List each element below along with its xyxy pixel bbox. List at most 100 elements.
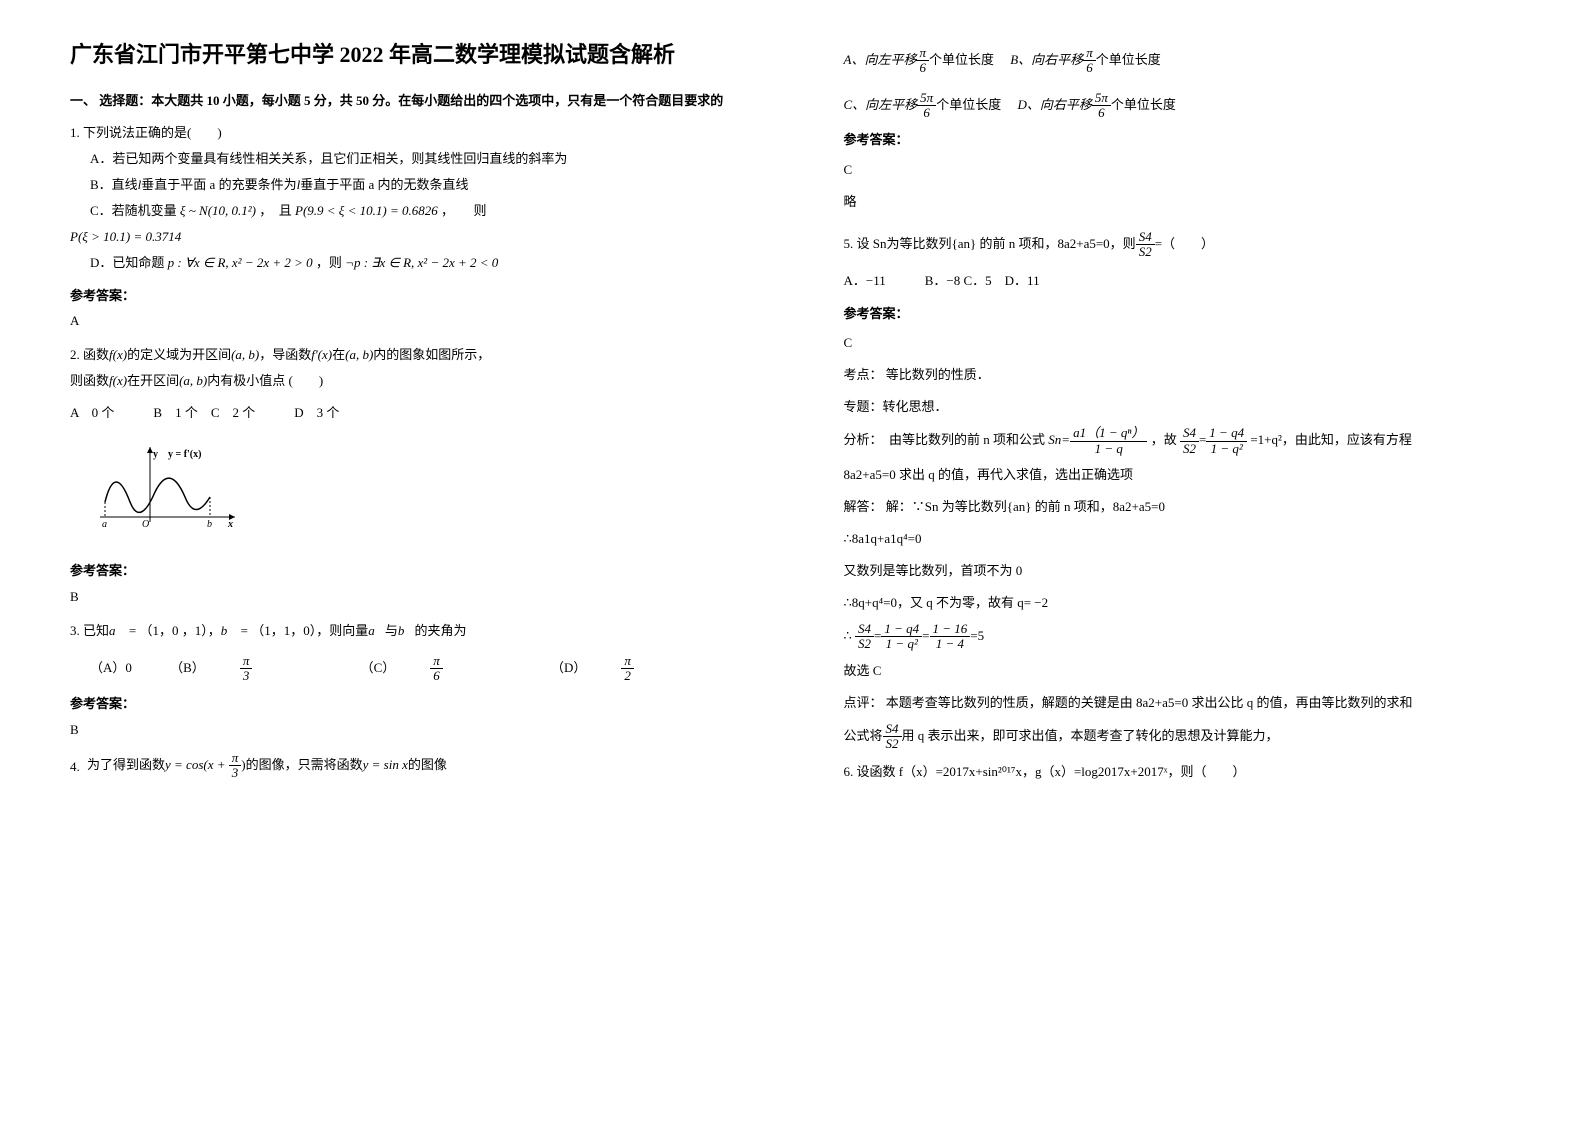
q3-b-den: 3: [240, 669, 253, 683]
q5-rd: S2: [1180, 442, 1199, 456]
q3-c-den: 6: [430, 669, 443, 683]
left-column: 广东省江门市开平第七中学 2022 年高二数学理模拟试题含解析 一、 选择题：本…: [40, 20, 774, 1102]
q2-stem-line1: 2. 函数f(x)的定义域为开区间(a, b)，导函数f'(x)在(a, b)内…: [70, 342, 744, 368]
q3-opt-c: （C）π6: [361, 660, 513, 675]
q5-at2: 转化思想．: [883, 399, 948, 414]
q5-se2n: 1 − 16: [930, 622, 971, 637]
q5-st5-post: =5: [970, 628, 984, 643]
q4-answer-label: 参考答案：: [844, 130, 1518, 151]
q2-mid2: ，导函数: [259, 347, 311, 362]
q5-fn: S4: [1136, 230, 1155, 245]
q3-vec-a: a⃗: [109, 623, 126, 638]
q3-eq1: = （1，0 ，1），: [126, 623, 221, 638]
q1-optd-expr1: p : ∀x ∈ R, x² − 2x + 2 > 0: [168, 255, 313, 270]
q2-l2-ab: (a, b): [179, 373, 207, 388]
q5-ren: 1 − q4: [1206, 426, 1247, 441]
q1-optd-mid: ，则: [316, 255, 342, 270]
q2-l2-f: f(x): [109, 373, 127, 388]
q1-optb-pre: B．直线: [90, 177, 138, 192]
q1-optc-expr2: P(9.9 < ξ < 10.1) = 0.6826: [295, 203, 438, 218]
q4-options-row2: C、向左平移5π6个单位长度 D、向右平移5π6个单位长度: [844, 91, 1518, 121]
q5-sl: 解答：: [844, 499, 883, 514]
q5-options: A．−11 B．−8 C．5 D．11: [844, 268, 1518, 294]
q4-b-num: π: [1083, 46, 1096, 61]
q5-ct2-post: 用 q 表示出来，即可求出值，本题考查了转化的思想及计算能力，: [902, 727, 1279, 742]
q5-sn-num: a1（1 − qⁿ）: [1070, 426, 1147, 441]
q3-opt-d: （D）π2: [551, 660, 704, 675]
q2-l2-post: 内有极小值点 ( ): [207, 373, 323, 388]
q1-opt-a: A．若已知两个变量具有线性相关关系，且它们正相关，则其线性回归直线的斜率为: [90, 146, 744, 172]
q3-mid: 与: [385, 623, 398, 638]
q5-solve1: 解答： 解：∵Sn 为等比数列{an} 的前 n 项和，8a2+a5=0: [844, 494, 1518, 520]
q5-answer-label: 参考答案：: [844, 304, 1518, 325]
q2-stem-post: 内的图象如图所示，: [373, 347, 490, 362]
graph-y-label: y: [153, 449, 158, 460]
q2-l2-mid: 在开区间: [127, 373, 179, 388]
q4-fn: π: [229, 751, 242, 766]
q4-note: 略: [844, 189, 1518, 215]
graph-b-label: b: [207, 519, 212, 530]
q2-answer: B: [70, 587, 744, 608]
q5-solve3: 又数列是等比数列，首项不为 0: [844, 558, 1518, 584]
q2-options: A 0 个 B 1 个 C 2 个 D 3 个: [70, 400, 744, 426]
question-5: 5. 设 Sn为等比数列{an} 的前 n 项和，8a2+a5=0，则S4S2=…: [844, 230, 1518, 260]
q4-d-den: 6: [1092, 106, 1111, 120]
q5-cfd: S2: [883, 737, 902, 751]
q5-post: =（ ）: [1155, 236, 1214, 251]
q5-at3-pre: 由等比数列的前 n 项和公式: [889, 432, 1045, 447]
q5-se2d: 1 − 4: [930, 637, 971, 651]
question-4: 4. 为了得到函数y = cos(x + π3)的图像，只需将函数y = sin…: [70, 751, 744, 781]
q4-num: 4.: [70, 754, 80, 780]
q4-options-row1: A、向左平移π6个单位长度 B、向右平移π6个单位长度: [844, 46, 1518, 76]
q5-solve4: ∴8q+q⁴=0，又 q 不为零，故有 q= −2: [844, 590, 1518, 616]
q5-al2: 专题：: [844, 399, 883, 414]
q1-optb-mid: 垂直于平面 a 的充要条件为: [141, 177, 296, 192]
q2-answer-label: 参考答案：: [70, 561, 744, 582]
question-1: 1. 下列说法正确的是( ) A．若已知两个变量具有线性相关关系，且它们正相关，…: [70, 120, 744, 276]
q4-a-pre: A、向左平移: [844, 52, 917, 67]
q5-ct2-pre: 公式将: [844, 727, 883, 742]
q5-comment1: 点评： 本题考查等比数列的性质，解题的关键是由 8a2+a5=0 求出公比 q …: [844, 690, 1518, 716]
q4-d-post: 个单位长度: [1111, 96, 1176, 111]
q4-fd: 3: [229, 766, 242, 780]
q5-srn: S4: [855, 622, 874, 637]
q5-se1n: 1 − q4: [881, 622, 922, 637]
q5-at3-post: =1+q²，由此知，应该有方程: [1250, 432, 1412, 447]
q4-c-pre: C、向左平移: [844, 96, 918, 111]
q3-vec-a2: a⃗: [368, 623, 385, 638]
q2-ab1: (a, b): [231, 347, 259, 362]
q1-optc-post: ， 则: [441, 203, 487, 218]
question-2: 2. 函数f(x)的定义域为开区间(a, b)，导函数f'(x)在(a, b)内…: [70, 342, 744, 551]
q4-mid: )的图像，只需将函数: [241, 757, 362, 772]
doc-title: 广东省江门市开平第七中学 2022 年高二数学理模拟试题含解析: [70, 40, 744, 71]
q5-red: 1 − q²: [1206, 442, 1247, 456]
q4-expr1: y = cos(x +: [165, 757, 229, 772]
q1-optc-expr1: ξ ~ N(10, 0.1²): [180, 203, 256, 218]
q5-pre: 5. 设 Sn为等比数列{an} 的前 n 项和，8a2+a5=0，则: [844, 236, 1136, 251]
q1-opt-b: B．直线l垂直于平面 a 的充要条件为l垂直于平面 a 内的无数条直线: [90, 172, 744, 198]
q2-mid3: 在: [332, 347, 345, 362]
q1-opt-c: C．若随机变量 ξ ~ N(10, 0.1²) ， 且 P(9.9 < ξ < …: [90, 198, 744, 224]
q1-optb-post: 垂直于平面 a 内的无数条直线: [300, 177, 468, 192]
q4-b-post: 个单位长度: [1096, 52, 1161, 67]
q4-b-pre: B、向右平移: [1010, 52, 1083, 67]
q2-l2-pre: 则函数: [70, 373, 109, 388]
q3-b-num: π: [240, 654, 253, 669]
q3-opt-d-label: （D）: [551, 660, 586, 675]
q3-post: 的夹角为: [414, 623, 466, 638]
q5-se1d: 1 − q²: [881, 637, 922, 651]
q4-d-pre: D、向右平移: [1017, 96, 1091, 111]
q5-fenxi: 分析： 由等比数列的前 n 项和公式 Sn=a1（1 − qⁿ）1 − q ，故…: [844, 426, 1518, 456]
q3-vec-b: b⃗: [221, 623, 238, 638]
q2-stem-pre: 2. 函数: [70, 347, 109, 362]
q3-options: （A）0 （B）π3 （C）π6 （D）π2: [90, 652, 744, 685]
q2-ab2: (a, b): [345, 347, 373, 362]
q5-at1: 等比数列的性质．: [886, 367, 990, 382]
q5-fd: S2: [1136, 245, 1155, 259]
q5-srd: S2: [855, 637, 874, 651]
q2-f2: f'(x): [311, 347, 332, 362]
q3-opt-b: （B）π3: [170, 660, 322, 675]
graph-a-label: a: [102, 519, 107, 530]
q5-al1: 考点：: [844, 367, 883, 382]
question-3: 3. 已知a⃗ = （1，0 ，1），b⃗ = （1，1，0），则向量a⃗与b⃗…: [70, 618, 744, 644]
